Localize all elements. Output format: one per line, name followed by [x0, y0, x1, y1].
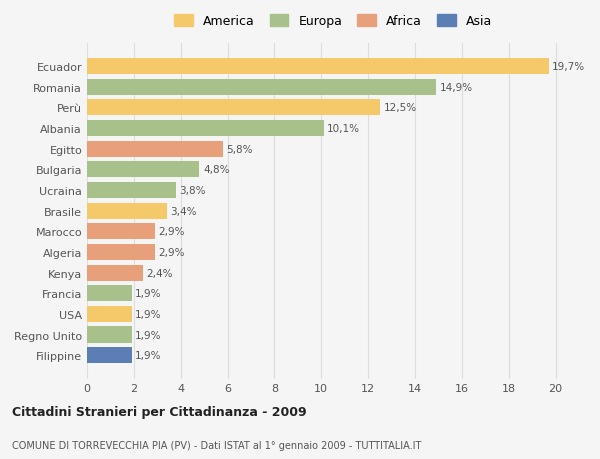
Text: 2,4%: 2,4% [147, 268, 173, 278]
Bar [87, 100, 380, 116]
Bar [87, 224, 155, 240]
Text: 1,9%: 1,9% [135, 309, 161, 319]
Text: 2,9%: 2,9% [158, 227, 185, 237]
Text: 5,8%: 5,8% [226, 144, 253, 154]
Bar [87, 203, 167, 219]
Bar [87, 141, 223, 157]
Text: 3,4%: 3,4% [170, 206, 197, 216]
Bar [87, 162, 199, 178]
Bar [87, 327, 131, 343]
Text: 3,8%: 3,8% [179, 185, 206, 196]
Bar [87, 347, 131, 364]
Text: 1,9%: 1,9% [135, 350, 161, 360]
Bar [87, 79, 436, 95]
Text: 12,5%: 12,5% [383, 103, 416, 113]
Text: Cittadini Stranieri per Cittadinanza - 2009: Cittadini Stranieri per Cittadinanza - 2… [12, 405, 307, 418]
Text: 2,9%: 2,9% [158, 247, 185, 257]
Text: 19,7%: 19,7% [552, 62, 585, 72]
Bar [87, 244, 155, 260]
Text: 4,8%: 4,8% [203, 165, 229, 175]
Bar [87, 285, 131, 302]
Text: COMUNE DI TORREVECCHIA PIA (PV) - Dati ISTAT al 1° gennaio 2009 - TUTTITALIA.IT: COMUNE DI TORREVECCHIA PIA (PV) - Dati I… [12, 440, 421, 450]
Bar [87, 306, 131, 322]
Bar [87, 121, 323, 137]
Legend: America, Europa, Africa, Asia: America, Europa, Africa, Asia [172, 12, 494, 31]
Bar [87, 183, 176, 199]
Text: 1,9%: 1,9% [135, 289, 161, 298]
Text: 1,9%: 1,9% [135, 330, 161, 340]
Text: 14,9%: 14,9% [440, 83, 473, 92]
Text: 10,1%: 10,1% [327, 124, 360, 134]
Bar [87, 59, 548, 75]
Bar [87, 265, 143, 281]
